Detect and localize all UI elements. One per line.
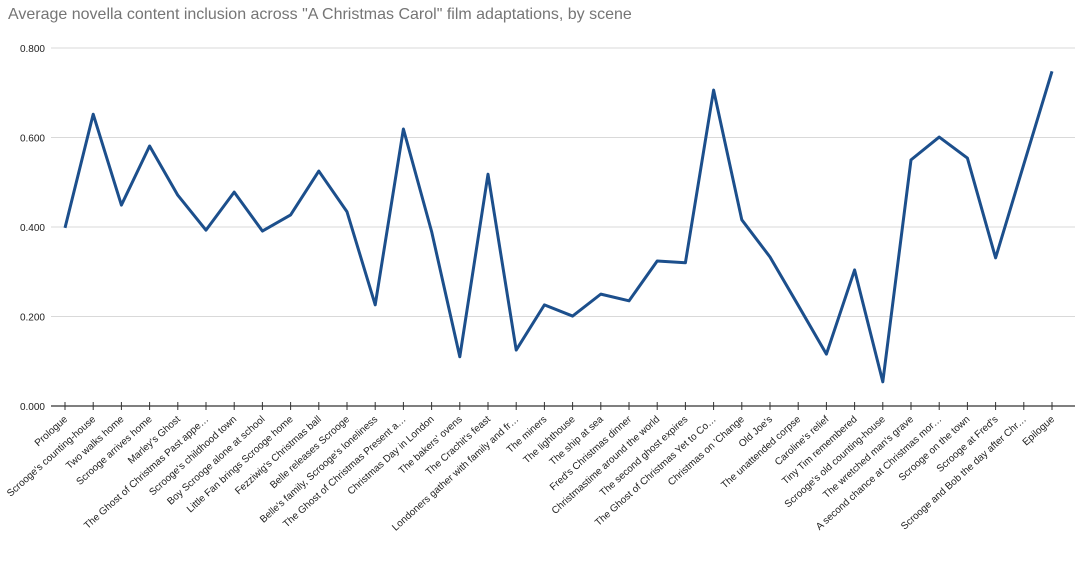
y-tick-label: 0.800	[20, 44, 45, 55]
x-tick-label: Epilogue	[1021, 414, 1058, 449]
y-tick-label: 0.600	[20, 134, 45, 145]
chart-title: Average novella content inclusion across…	[8, 6, 632, 23]
data-line	[63, 70, 1054, 384]
y-tick-label: 0.400	[20, 223, 45, 234]
y-tick-label: 0.000	[20, 402, 45, 413]
y-tick-label: 0.200	[20, 313, 45, 324]
